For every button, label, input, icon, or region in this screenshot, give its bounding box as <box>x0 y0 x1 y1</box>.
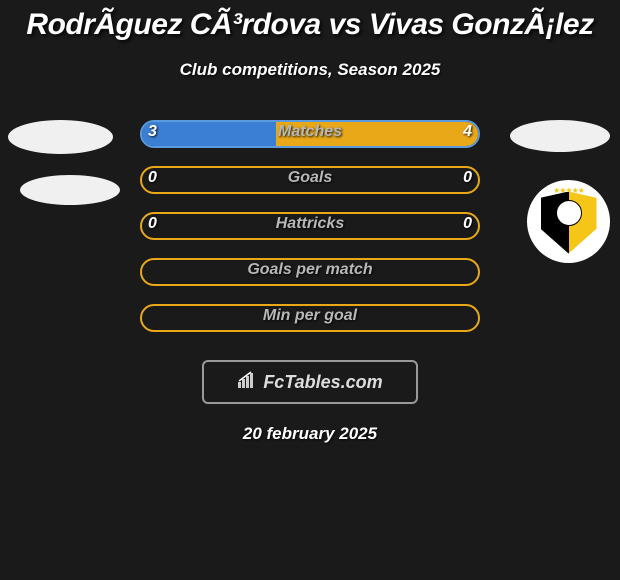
brand-text: FcTables.com <box>263 372 382 393</box>
stat-row: Matches3 4 <box>0 120 620 166</box>
stat-label: Goals per match <box>140 261 480 279</box>
stats-container: Matches34Goals00Hattricks00Goals per mat… <box>0 120 620 350</box>
stat-row: Goals per match <box>0 258 620 304</box>
brand-box: FcTables.com <box>202 360 418 404</box>
stat-value-right: 4 <box>463 123 472 141</box>
stat-label: Min per goal <box>140 307 480 325</box>
stat-label: Hattricks <box>140 215 480 233</box>
stat-label: Matches <box>140 123 480 141</box>
stat-row: Min per goal <box>0 304 620 350</box>
stat-value-left: 0 <box>148 215 157 233</box>
stat-value-left: 3 <box>148 123 157 141</box>
comparison-title: RodrÃ­guez CÃ³rdova vs Vivas GonzÃ¡lez <box>0 0 620 42</box>
stat-row: Hattricks0 0 <box>0 212 620 258</box>
stat-value-right: 0 <box>463 169 472 187</box>
chart-icon <box>237 371 259 394</box>
stat-label: Goals <box>140 169 480 187</box>
stat-row: Goals0 0 <box>0 166 620 212</box>
stat-value-left: 0 <box>148 169 157 187</box>
subtitle: Club competitions, Season 2025 <box>0 60 620 80</box>
date-text: 20 february 2025 <box>0 424 620 444</box>
stat-value-right: 0 <box>463 215 472 233</box>
